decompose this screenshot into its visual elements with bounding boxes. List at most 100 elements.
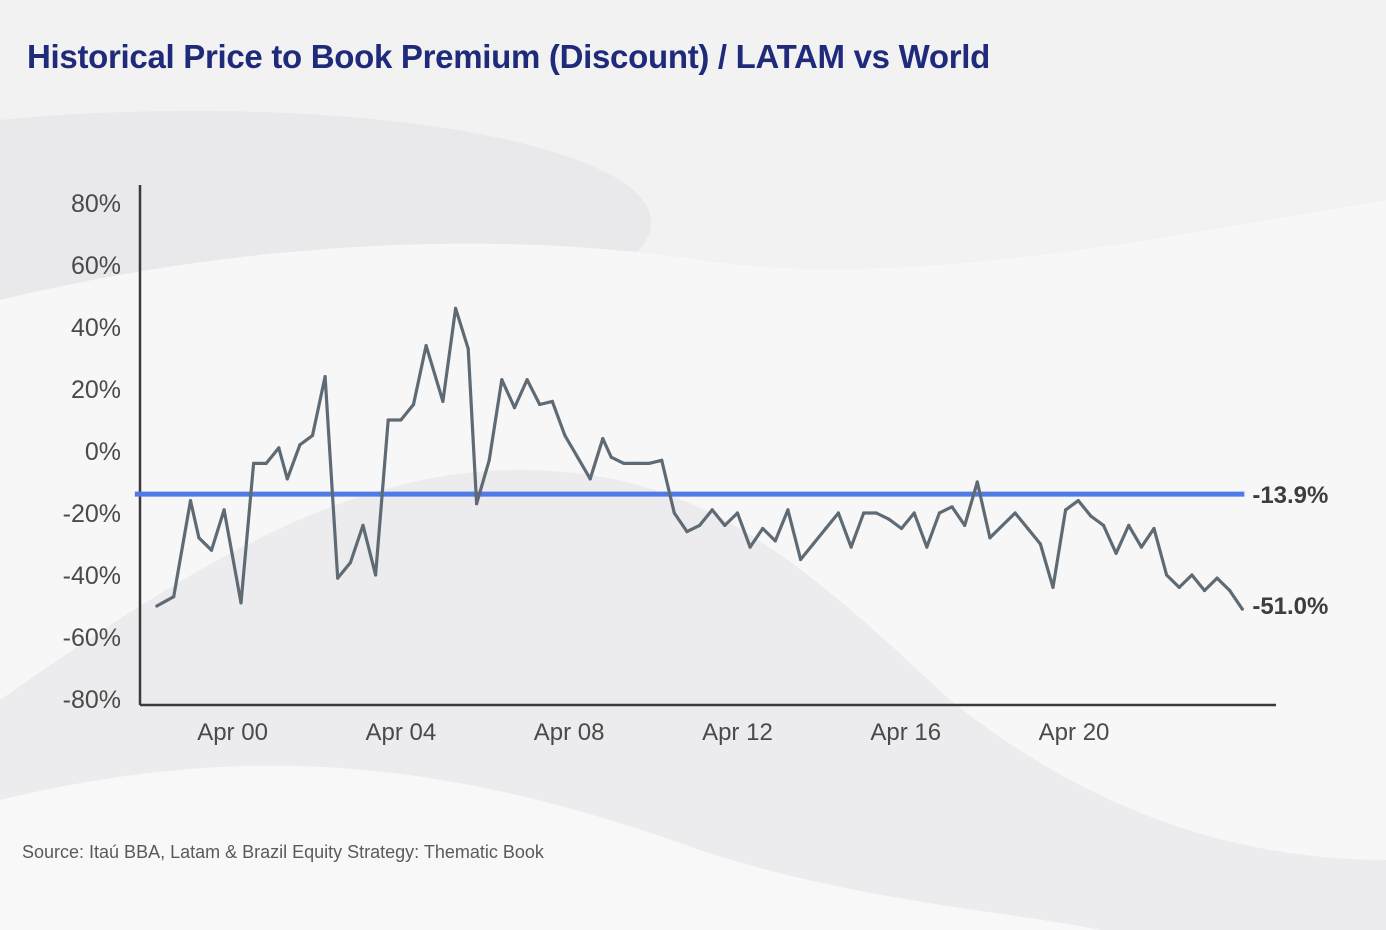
series-point <box>761 526 765 531</box>
series-point <box>411 402 416 407</box>
source-note: Source: Itaú BBA, Latam & Brazil Equity … <box>22 842 544 862</box>
series-point <box>1101 523 1106 528</box>
series-point <box>1152 526 1156 531</box>
x-tick-labels: Apr 00 Apr 04 Apr 08 Apr 12 Apr 16 Apr 20 <box>197 719 1109 746</box>
series-point <box>525 378 529 382</box>
series-point <box>862 511 866 515</box>
series-point <box>748 545 752 549</box>
series-point <box>1064 508 1068 512</box>
x-tick-label: Apr 08 <box>534 719 605 746</box>
series-point <box>285 477 289 481</box>
series-point <box>1190 573 1194 577</box>
y-tick-label: 40% <box>71 314 121 342</box>
x-tick-label: Apr 04 <box>365 719 436 746</box>
series-point <box>634 461 639 465</box>
series-point <box>1177 585 1181 590</box>
series-point <box>1127 523 1131 528</box>
series-point <box>609 455 613 459</box>
series-point <box>874 511 878 515</box>
x-tick-label: Apr 00 <box>197 719 268 746</box>
series-point <box>209 548 214 552</box>
series-point <box>798 557 803 562</box>
chart-title: Historical Price to Book Premium (Discou… <box>27 38 990 75</box>
series-point <box>925 545 929 549</box>
series-point <box>773 539 777 543</box>
series-point <box>824 526 828 531</box>
last-value-label: -51.0% <box>1252 593 1328 620</box>
y-tick-label: -40% <box>63 562 121 590</box>
series-point <box>1114 551 1118 555</box>
series-point <box>1026 526 1030 531</box>
series-point <box>849 545 853 549</box>
series-point <box>672 511 676 515</box>
x-tick-label: Apr 20 <box>1039 719 1110 746</box>
series-point <box>323 375 327 379</box>
y-tick-label: 20% <box>71 376 121 404</box>
series-point <box>361 523 365 528</box>
y-tick-label: 80% <box>71 190 121 218</box>
series-point <box>155 604 159 608</box>
series-point <box>1089 514 1093 518</box>
series-point <box>647 461 651 465</box>
series-point <box>575 455 580 459</box>
series-point <box>988 536 992 540</box>
y-tick-label: -20% <box>63 500 121 528</box>
x-tick-label: Apr 12 <box>702 719 773 746</box>
series-point <box>487 458 491 462</box>
series-point <box>1228 588 1232 593</box>
series-point <box>1215 576 1219 580</box>
series-point <box>310 433 315 438</box>
series-point <box>1165 573 1169 577</box>
series-point <box>277 446 281 450</box>
series-point <box>660 458 664 462</box>
series-point <box>1240 607 1244 611</box>
series-point <box>622 461 626 465</box>
series-point <box>786 508 790 512</box>
series-point <box>836 511 841 515</box>
series-point <box>348 561 352 565</box>
series-point <box>197 536 201 540</box>
series-point <box>386 418 390 422</box>
series-point <box>252 461 256 465</box>
y-tick-label: 0% <box>85 438 121 466</box>
series-point <box>188 499 193 503</box>
series-point <box>222 508 226 512</box>
series-point <box>563 433 567 438</box>
series-point <box>172 595 176 599</box>
series-point <box>685 530 689 534</box>
series-point <box>1139 545 1143 549</box>
average-value-label: -13.9% <box>1252 482 1328 509</box>
series-point <box>1202 588 1207 593</box>
series-point <box>399 418 403 422</box>
series-points <box>155 306 1244 611</box>
series-point <box>298 443 302 447</box>
series-point <box>538 402 542 407</box>
series-point <box>811 542 815 546</box>
series-point <box>500 378 504 382</box>
series-point <box>899 526 904 531</box>
y-tick-label: -60% <box>63 624 121 652</box>
y-tick-labels: 80% 60% 40% 20% 0% -20% -40% -60% -80% <box>63 190 121 714</box>
series-point <box>1038 542 1042 546</box>
series-point <box>336 576 340 580</box>
series-point <box>975 480 979 484</box>
series-point <box>441 399 445 403</box>
series-point <box>950 505 954 509</box>
series-point <box>697 523 702 528</box>
series-point <box>723 523 727 528</box>
y-tick-label: -80% <box>63 686 121 714</box>
series-point <box>963 523 967 528</box>
series-point <box>1000 523 1005 528</box>
x-tick-label: Apr 16 <box>870 719 941 746</box>
series-point <box>1013 511 1017 515</box>
series-point <box>374 573 378 577</box>
series-point <box>424 344 428 348</box>
series-point <box>912 511 916 515</box>
series-point <box>735 511 740 515</box>
series-point <box>588 477 592 481</box>
series-point <box>264 461 268 465</box>
series-point <box>1076 499 1080 503</box>
series-point <box>887 517 891 521</box>
